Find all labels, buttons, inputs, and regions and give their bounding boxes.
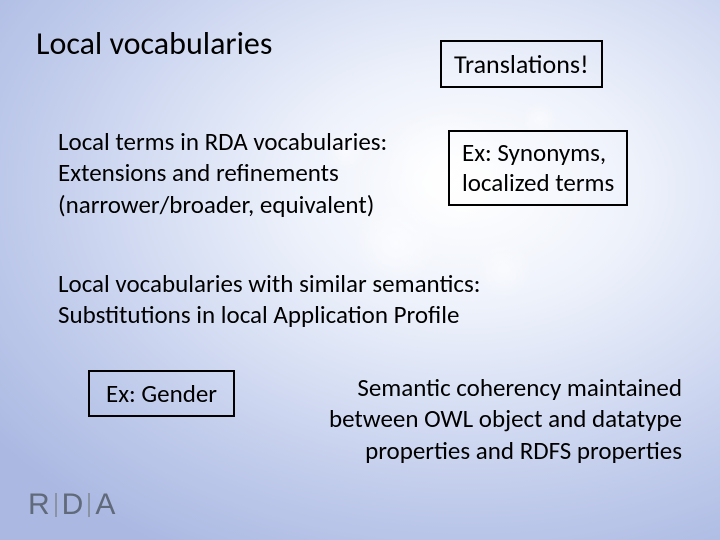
- similar-line: Substitutions in local Application Profi…: [58, 299, 480, 330]
- slide-title-text: Local vocabularies: [36, 24, 272, 63]
- logo-letter-d: D: [62, 488, 84, 522]
- box-synonyms: Ex: Synonyms,localized terms: [448, 130, 628, 206]
- semantic-line: Semantic coherency maintained: [329, 372, 682, 403]
- synonyms-line: localized terms: [462, 168, 614, 198]
- similar-line: Local vocabularies with similar semantic…: [58, 268, 480, 299]
- logo-letter-a: A: [95, 488, 115, 522]
- box-gender-text: Ex: Gender: [106, 378, 217, 409]
- semantic-line: between OWL object and datatype: [329, 403, 682, 434]
- box-gender: Ex: Gender: [88, 370, 235, 417]
- local-terms-line: Local terms in RDA vocabularies:: [58, 126, 387, 157]
- logo-letter-r: R: [28, 488, 50, 522]
- box-translations-text: Translations!: [454, 48, 589, 80]
- rda-logo: R D A: [28, 488, 115, 522]
- logo-separator: [88, 493, 90, 517]
- local-terms-line: Extensions and refinements: [58, 157, 387, 188]
- block-local-terms: Local terms in RDA vocabularies:Extensio…: [58, 126, 387, 220]
- synonyms-line: Ex: Synonyms,: [462, 138, 614, 168]
- logo-separator: [55, 493, 57, 517]
- local-terms-line: (narrower/broader, equivalent): [58, 189, 387, 220]
- slide-title: Local vocabularies: [36, 24, 272, 63]
- semantic-line: properties and RDFS properties: [329, 435, 682, 466]
- slide: Local vocabularies Translations! Local t…: [0, 0, 720, 540]
- box-translations: Translations!: [440, 40, 603, 88]
- block-similar-semantics: Local vocabularies with similar semantic…: [58, 268, 480, 331]
- block-semantic-coherency: Semantic coherency maintainedbetween OWL…: [329, 372, 682, 466]
